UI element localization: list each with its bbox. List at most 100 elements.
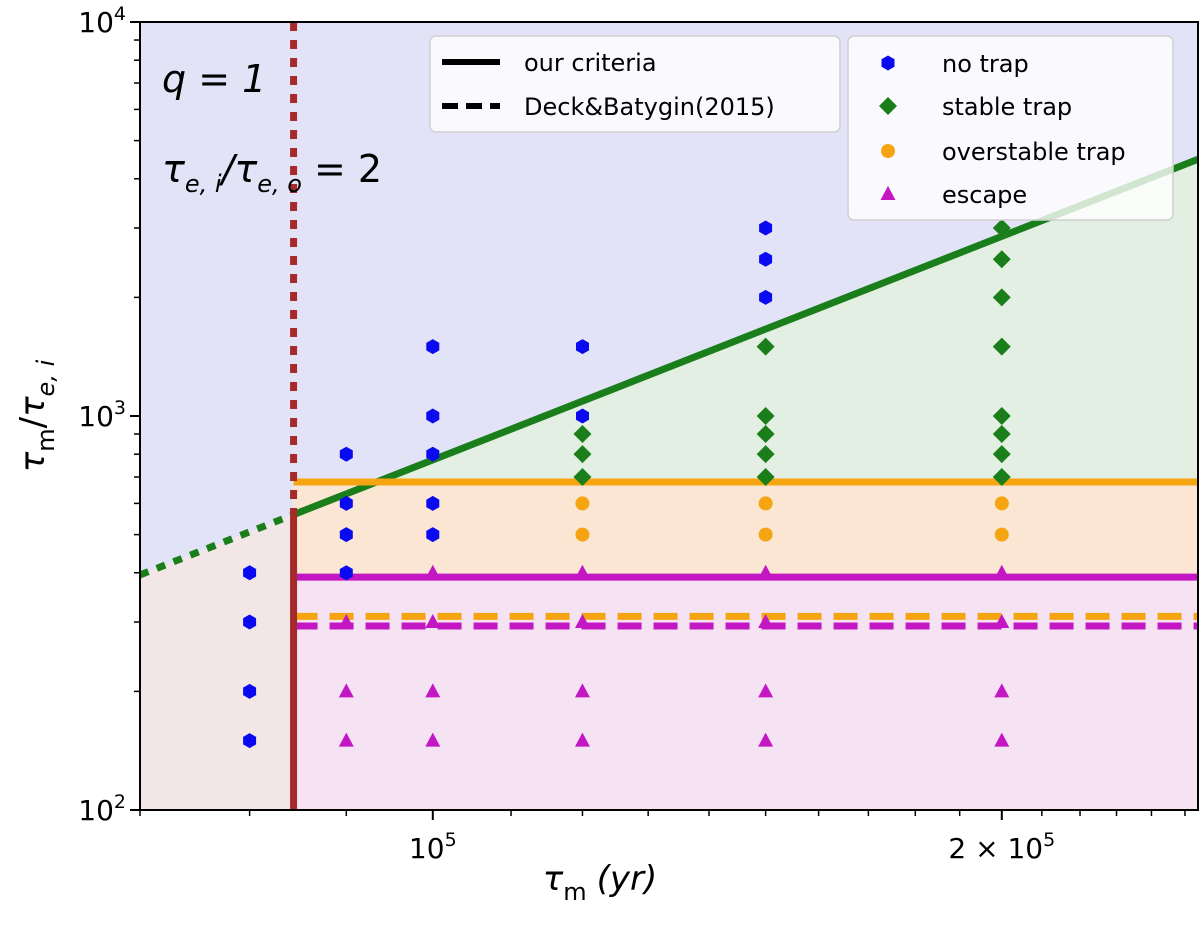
- y-axis-title: τm/τe, i: [13, 359, 60, 472]
- no-trap-point: [243, 683, 257, 699]
- line-style-legend: our criteria Deck&Batygin(2015): [429, 35, 841, 133]
- no-trap-point: [243, 733, 257, 749]
- x-tick-label-0-base: 10: [409, 832, 445, 865]
- x-tick-label-0: 105: [409, 829, 457, 865]
- y-title-num-sub: m: [32, 428, 60, 451]
- x-tick-label-0-exp: 5: [445, 829, 457, 851]
- escape-point: [338, 614, 354, 629]
- overstable-trap-point: [575, 527, 590, 542]
- legend-markers: [879, 55, 897, 200]
- escape-point: [574, 614, 590, 629]
- escape-point: [338, 732, 354, 747]
- stable-trap-point: [756, 407, 775, 425]
- q-annotation: q = 1: [162, 57, 266, 101]
- legend-escape-marker: [880, 186, 896, 200]
- escape-point: [758, 683, 774, 698]
- y-tick-label-1: 103: [78, 397, 126, 433]
- stable-trap-point: [992, 250, 1011, 269]
- y-tick-label-2-base: 10: [78, 6, 114, 39]
- escape-point: [758, 564, 774, 579]
- y-tick-label-0: 102: [78, 791, 126, 827]
- y-title-den-sub: e, i: [32, 359, 60, 396]
- stable-trap-point: [992, 468, 1011, 487]
- stable-trap-point: [992, 445, 1011, 464]
- escape-point: [994, 683, 1010, 698]
- x-title-unit: (yr): [597, 859, 658, 899]
- legend-dashed-label: Deck&Batygin(2015): [524, 93, 775, 121]
- overstable-trap-point: [575, 496, 590, 511]
- y-tick-label-2: 104: [78, 3, 126, 39]
- no-trap-point: [576, 339, 589, 355]
- no-trap-point: [426, 495, 440, 511]
- no-trap-point: [243, 614, 257, 630]
- legend-no-trap-label: no trap: [942, 50, 1029, 78]
- escape-point: [994, 614, 1010, 629]
- x-tick-label-1: 2 × 105: [948, 829, 1055, 865]
- y-tick-label-2-exp: 4: [114, 3, 126, 25]
- no-trap-point: [339, 565, 353, 581]
- overstable-trap-point: [758, 496, 773, 511]
- overstable-trap-point: [994, 496, 1009, 511]
- y-tick-label-1-exp: 3: [114, 397, 126, 419]
- escape-point: [994, 564, 1010, 579]
- data-points: [243, 219, 1011, 749]
- x-tick-label-1-exp: 5: [1043, 829, 1055, 851]
- y-title-tau-num: τ: [13, 451, 53, 472]
- escape-point: [574, 683, 590, 698]
- tau-ratio-annotation: τe, i/τe, o = 2: [162, 147, 382, 198]
- x-title-tau: τ: [543, 859, 564, 899]
- x-title-sub: m: [563, 878, 586, 906]
- legend-no-trap-marker: [881, 55, 895, 71]
- escape-point: [574, 732, 590, 747]
- ratio-sub-a: e, i: [185, 170, 222, 198]
- legend-stable-trap-label: stable trap: [942, 93, 1072, 121]
- y-tick-label-0-exp: 2: [114, 791, 126, 813]
- region-below-critical: [140, 514, 294, 810]
- stable-trap-point: [573, 445, 592, 464]
- escape-point: [758, 614, 774, 629]
- legend-overstable-trap-marker: [881, 144, 895, 158]
- stable-trap-point: [756, 468, 775, 487]
- no-trap-point: [339, 495, 353, 511]
- no-trap-point: [759, 220, 773, 236]
- y-tick-label-1-base: 10: [78, 400, 114, 433]
- stable-trap-point: [756, 445, 775, 464]
- legend-escape-label: escape: [942, 181, 1027, 209]
- ratio-value: = 2: [314, 147, 382, 191]
- no-trap-point: [426, 339, 440, 355]
- no-trap-point: [339, 527, 353, 543]
- escape-point: [425, 683, 441, 698]
- escape-point: [338, 683, 354, 698]
- no-trap-point: [576, 408, 589, 424]
- stable-trap-point: [756, 425, 775, 444]
- ratio-sub-b: e, o: [257, 170, 302, 198]
- legend-stable-trap-marker: [879, 97, 897, 115]
- marker-legend: no trap stable trap overstable trap esca…: [847, 35, 1174, 221]
- no-trap-point: [759, 289, 773, 305]
- stable-trap-point: [992, 219, 1011, 238]
- ratio-slash: /τ: [219, 147, 259, 191]
- escape-point: [425, 564, 441, 579]
- escape-point: [425, 732, 441, 747]
- stable-trap-point: [992, 425, 1011, 444]
- y-tick-label-0-base: 10: [78, 794, 114, 827]
- legend-overstable-trap-label: overstable trap: [942, 138, 1126, 166]
- y-title-tau-den: τ: [13, 396, 53, 417]
- legend-solid-label: our criteria: [524, 49, 657, 77]
- no-trap-point: [243, 565, 257, 581]
- escape-point: [994, 732, 1010, 747]
- no-trap-point: [339, 446, 353, 462]
- stable-trap-point: [992, 337, 1011, 356]
- x-axis-title: τm (yr): [543, 859, 658, 906]
- no-trap-point: [426, 408, 440, 424]
- y-title-slash: /: [13, 416, 53, 428]
- escape-point: [425, 614, 441, 629]
- escape-point: [574, 564, 590, 579]
- escape-point: [758, 732, 774, 747]
- x-tick-label-1-base: 2 × 10: [948, 832, 1043, 865]
- stable-trap-point: [992, 407, 1011, 425]
- stable-trap-point: [573, 468, 592, 487]
- stable-trap-point: [756, 337, 775, 356]
- overstable-trap-point: [994, 527, 1009, 542]
